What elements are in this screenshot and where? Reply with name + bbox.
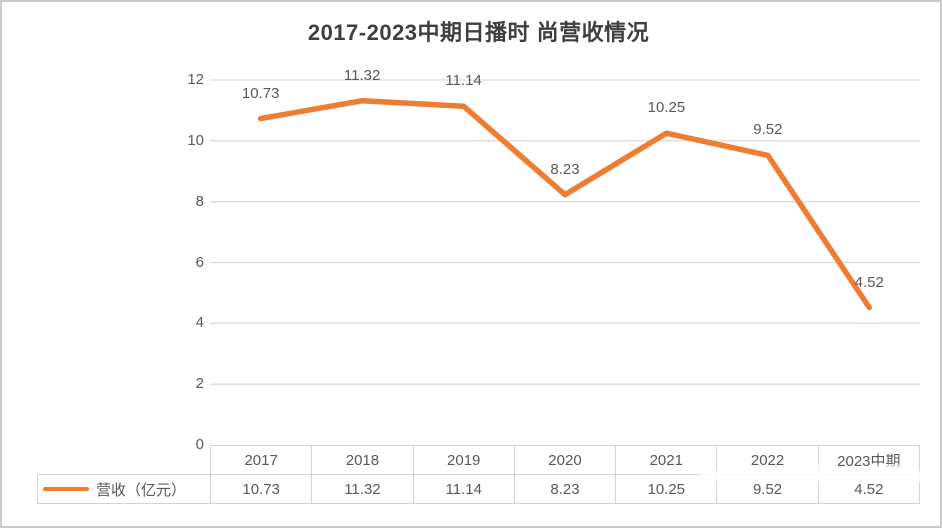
legend-label: 营收（亿元） (96, 481, 187, 499)
data-point-label: 11.14 (445, 72, 482, 90)
year-header-cell: 2020 (513, 445, 617, 475)
y-axis-tick-label: 8 (195, 192, 204, 210)
value-cell: 4.52 (817, 474, 921, 504)
value-cell: 9.52 (716, 474, 819, 504)
y-axis-tick-label: 0 (195, 436, 204, 453)
data-point-label: 10.73 (241, 84, 280, 102)
data-point-label: 8.23 (550, 160, 580, 178)
value-cell: 11.32 (311, 474, 414, 504)
data-table: 2017 2018 2019 2020 2021 2022 2023中期 营收（亿元） 10… (37, 445, 921, 504)
table-header-row: 2017 2018 2019 2020 2021 2022 2023中期 (38, 445, 921, 475)
y-axis-tick-label: 2 (195, 375, 204, 393)
year-header-cell: 2019 (412, 445, 515, 475)
data-point-label: 4.52 (854, 273, 884, 291)
y-axis-tick-label: 12 (187, 71, 204, 88)
data-point-label: 11.32 (343, 66, 381, 84)
y-axis-tick-label: 6 (195, 253, 204, 271)
y-axis-tick-label: 4 (195, 314, 204, 332)
table-value-row: 营收（亿元） 10.73 11.32 11.14 8.23 10.25 9.52 4.52 (37, 474, 921, 504)
table-corner-empty-cell (38, 446, 211, 475)
y-axis-tick-label: 10 (187, 131, 204, 149)
value-cell: 10.73 (209, 474, 313, 504)
value-cell: 11.14 (412, 474, 515, 504)
year-header-cell: 2023中期 (817, 445, 921, 475)
chart-title: 2017-2023中期日播时 尚营收情况 (307, 20, 650, 45)
year-header-cell: 2021 (615, 445, 718, 475)
legend-cell: 营收（亿元） (37, 474, 211, 504)
value-cell: 10.25 (615, 474, 718, 504)
data-point-label: 9.52 (753, 121, 783, 139)
value-cell: 8.23 (513, 474, 617, 504)
year-header-cell: 2018 (311, 445, 414, 475)
year-header-cell: 2017 (209, 445, 313, 475)
year-header-cell: 2022 (716, 445, 819, 475)
legend-line-icon (43, 487, 89, 491)
data-point-label: 10.25 (647, 99, 686, 117)
watermark-fragment (932, 464, 940, 484)
